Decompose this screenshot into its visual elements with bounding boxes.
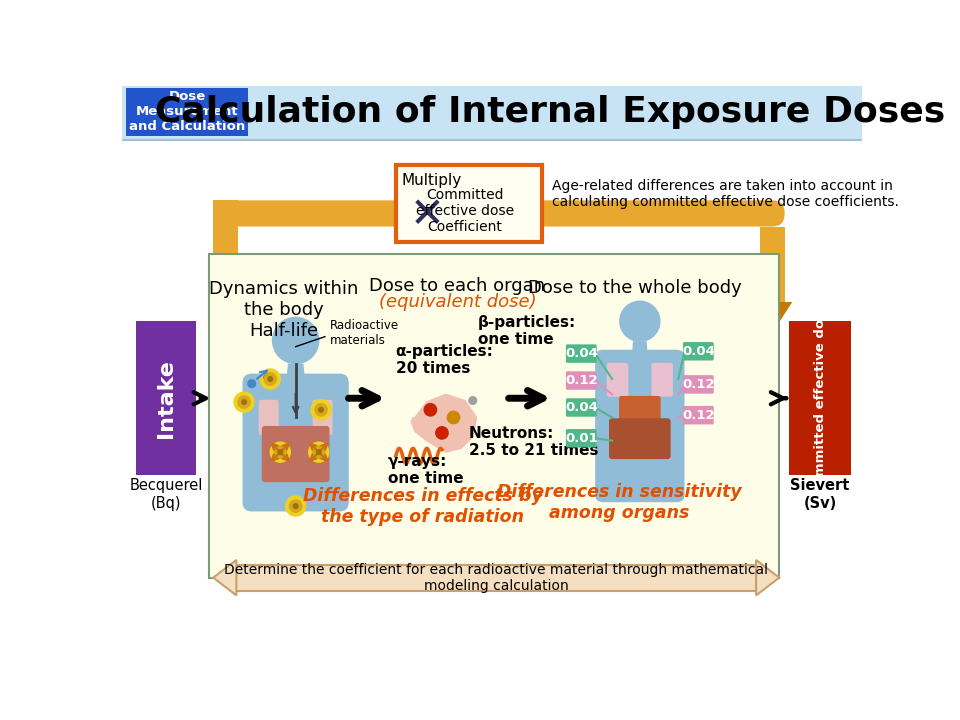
- Text: 0.04: 0.04: [564, 401, 598, 414]
- Circle shape: [268, 377, 273, 382]
- FancyBboxPatch shape: [683, 375, 713, 394]
- Circle shape: [234, 392, 254, 412]
- Circle shape: [315, 404, 327, 416]
- Polygon shape: [632, 341, 648, 354]
- Text: β-particles:
one time: β-particles: one time: [478, 315, 576, 348]
- Text: Intake: Intake: [156, 359, 177, 438]
- Circle shape: [447, 411, 460, 423]
- FancyBboxPatch shape: [123, 86, 861, 139]
- FancyBboxPatch shape: [595, 350, 684, 503]
- Polygon shape: [213, 560, 236, 595]
- Text: Age-related differences are taken into account in
calculating committed effectiv: Age-related differences are taken into a…: [552, 179, 899, 210]
- Circle shape: [278, 450, 282, 454]
- Circle shape: [260, 369, 280, 389]
- Text: Sievert
(Sv): Sievert (Sv): [790, 478, 850, 510]
- FancyBboxPatch shape: [243, 374, 348, 511]
- Polygon shape: [286, 364, 305, 379]
- FancyBboxPatch shape: [609, 418, 671, 459]
- FancyBboxPatch shape: [313, 400, 332, 435]
- Text: 0.04: 0.04: [564, 347, 598, 360]
- Polygon shape: [411, 395, 476, 452]
- Circle shape: [317, 450, 321, 454]
- Circle shape: [271, 442, 290, 462]
- Text: 0.12: 0.12: [682, 378, 714, 391]
- Circle shape: [275, 446, 286, 459]
- Circle shape: [286, 496, 305, 516]
- FancyBboxPatch shape: [565, 344, 597, 363]
- Text: Differences in sensitivity
among organs: Differences in sensitivity among organs: [496, 483, 741, 521]
- Text: α-particles:
20 times: α-particles: 20 times: [396, 343, 493, 376]
- FancyBboxPatch shape: [213, 200, 784, 227]
- Text: 0.12: 0.12: [565, 374, 598, 387]
- Polygon shape: [213, 227, 238, 264]
- Polygon shape: [760, 227, 784, 302]
- Text: γ-rays:
one time: γ-rays: one time: [388, 454, 464, 486]
- FancyBboxPatch shape: [136, 321, 196, 475]
- Text: Committed effective dose: Committed effective dose: [813, 302, 827, 495]
- FancyBboxPatch shape: [213, 200, 238, 267]
- Text: Determine the coefficient for each radioactive material through mathematical
mod: Determine the coefficient for each radio…: [225, 562, 768, 593]
- Circle shape: [294, 504, 298, 508]
- FancyBboxPatch shape: [127, 88, 248, 135]
- Circle shape: [290, 500, 301, 512]
- Circle shape: [238, 396, 251, 408]
- Text: Differences in effects by
the type of radiation: Differences in effects by the type of ra…: [302, 487, 542, 526]
- Circle shape: [309, 442, 328, 462]
- Polygon shape: [756, 560, 780, 595]
- Text: Dose
Measurement
and Calculation: Dose Measurement and Calculation: [129, 89, 245, 132]
- Circle shape: [436, 427, 448, 439]
- FancyBboxPatch shape: [565, 429, 597, 448]
- FancyBboxPatch shape: [619, 396, 660, 423]
- FancyBboxPatch shape: [262, 426, 329, 482]
- FancyBboxPatch shape: [565, 372, 597, 390]
- Text: 0.12: 0.12: [682, 409, 714, 422]
- Circle shape: [468, 397, 476, 405]
- Text: Multiply: Multiply: [402, 173, 462, 188]
- Text: (equivalent dose): (equivalent dose): [378, 293, 537, 311]
- FancyBboxPatch shape: [565, 398, 597, 417]
- FancyBboxPatch shape: [396, 165, 542, 242]
- FancyBboxPatch shape: [258, 400, 278, 435]
- Text: Dose to each organ: Dose to each organ: [370, 277, 545, 295]
- Text: Calculation of Internal Exposure Doses: Calculation of Internal Exposure Doses: [155, 95, 945, 129]
- Circle shape: [620, 301, 660, 341]
- Text: Committed
effective dose
Coefficient: Committed effective dose Coefficient: [416, 188, 515, 234]
- Text: 0.01: 0.01: [564, 432, 598, 445]
- Circle shape: [313, 446, 324, 459]
- Text: ✕: ✕: [410, 194, 444, 236]
- FancyBboxPatch shape: [683, 342, 713, 361]
- FancyBboxPatch shape: [209, 254, 780, 577]
- Text: Dynamics within
the body
Half-life: Dynamics within the body Half-life: [209, 280, 359, 340]
- Text: Radioactive
materials: Radioactive materials: [330, 319, 399, 347]
- Text: Neutrons:
2.5 to 21 times: Neutrons: 2.5 to 21 times: [468, 426, 598, 459]
- Circle shape: [248, 379, 255, 387]
- Circle shape: [242, 400, 247, 405]
- Circle shape: [311, 400, 331, 420]
- Circle shape: [424, 404, 437, 416]
- FancyBboxPatch shape: [683, 406, 713, 424]
- Text: Becquerel
(Bq): Becquerel (Bq): [130, 478, 203, 510]
- Circle shape: [319, 408, 324, 412]
- FancyBboxPatch shape: [607, 363, 628, 397]
- Polygon shape: [753, 302, 792, 333]
- Text: Dose to the whole body: Dose to the whole body: [528, 279, 741, 297]
- Polygon shape: [236, 564, 756, 590]
- FancyBboxPatch shape: [789, 321, 851, 475]
- Circle shape: [264, 373, 276, 385]
- FancyBboxPatch shape: [652, 363, 673, 397]
- Text: 0.04: 0.04: [682, 345, 715, 358]
- Circle shape: [273, 318, 319, 364]
